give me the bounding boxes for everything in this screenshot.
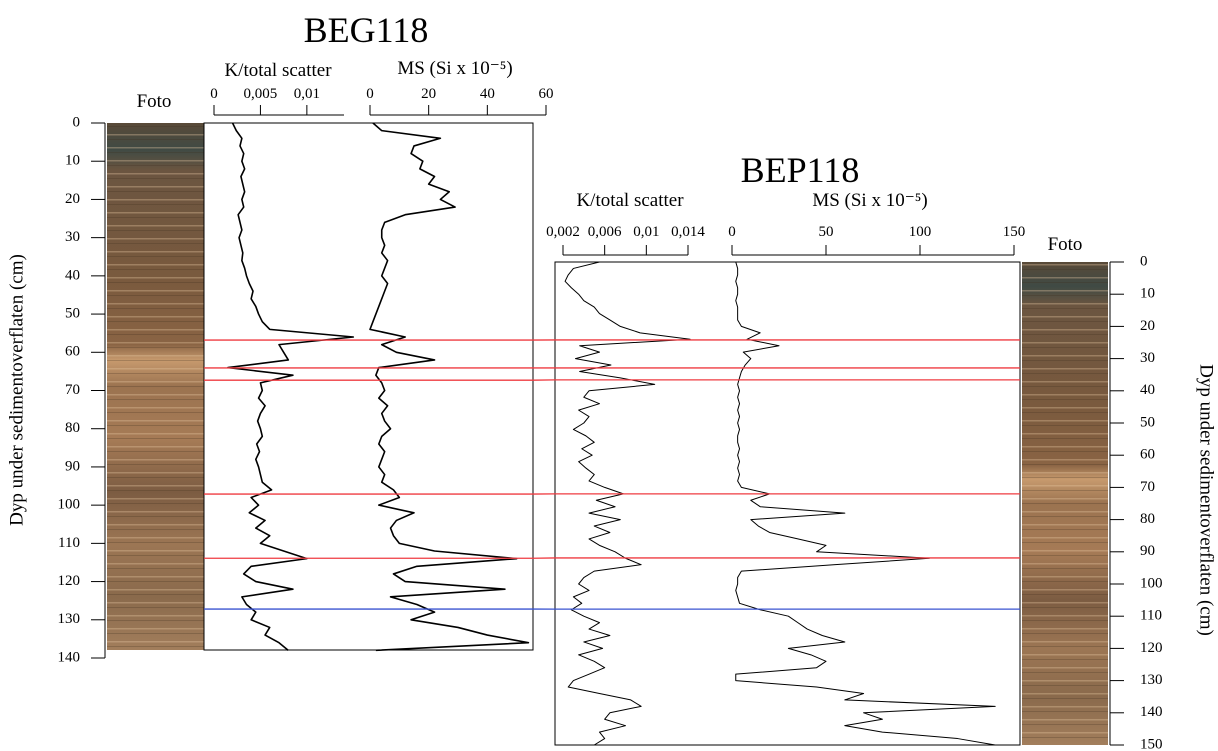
track-tick-label: 0,01 bbox=[633, 224, 659, 240]
depth-tick-label: 30 bbox=[1140, 350, 1155, 366]
track-title: MS (Si x 10⁻⁵) bbox=[397, 58, 512, 79]
track-tick-label: 0,01 bbox=[294, 86, 320, 102]
depth-tick-label: 120 bbox=[1140, 640, 1163, 656]
depth-tick-label: 140 bbox=[58, 649, 81, 665]
track-tick-label: 0,014 bbox=[671, 224, 705, 240]
log-trace bbox=[227, 122, 355, 651]
track-title: K/total scatter bbox=[224, 60, 332, 81]
track-tick-label: 50 bbox=[819, 224, 834, 240]
panel-title: BEP118 bbox=[741, 150, 860, 190]
depth-tick-label: 70 bbox=[1140, 479, 1155, 495]
depth-tick-label: 0 bbox=[73, 114, 81, 130]
depth-tick-label: 110 bbox=[1140, 608, 1162, 624]
photo-bep118 bbox=[1022, 262, 1108, 745]
depth-tick-label: 10 bbox=[65, 153, 80, 169]
depth-tick-label: 40 bbox=[65, 267, 80, 283]
track-tick-label: 150 bbox=[1003, 224, 1026, 240]
depth-tick-label: 0 bbox=[1140, 253, 1148, 269]
depth-tick-label: 70 bbox=[65, 382, 80, 398]
depth-tick-label: 90 bbox=[65, 458, 80, 474]
depth-tick-label: 130 bbox=[1140, 672, 1163, 688]
panel-title: BEG118 bbox=[304, 10, 429, 50]
depth-tick-label: 140 bbox=[1140, 704, 1163, 720]
depth-tick-label: 100 bbox=[1140, 575, 1163, 591]
depth-tick-label: 50 bbox=[65, 306, 80, 322]
depth-tick-label: 20 bbox=[1140, 318, 1155, 334]
y-axis-label: Dyp under sedimentoverflaten (cm) bbox=[1196, 364, 1217, 636]
track-tick-label: 0,005 bbox=[244, 86, 278, 102]
log-trace bbox=[369, 122, 530, 652]
track-tick-label: 0 bbox=[210, 86, 218, 102]
photo-label: Foto bbox=[1048, 234, 1083, 255]
depth-tick-label: 120 bbox=[58, 573, 81, 589]
track-title: MS (Si x 10⁻⁵) bbox=[812, 190, 927, 211]
depth-tick-label: 80 bbox=[65, 420, 80, 436]
depth-tick-label: 90 bbox=[1140, 543, 1155, 559]
depth-tick-label: 50 bbox=[1140, 414, 1155, 430]
depth-tick-label: 30 bbox=[65, 229, 80, 245]
log-trace bbox=[564, 261, 691, 746]
track-tick-label: 40 bbox=[480, 86, 495, 102]
photo-label: Foto bbox=[137, 91, 172, 112]
track-tick-label: 60 bbox=[539, 86, 554, 102]
depth-tick-label: 10 bbox=[1140, 286, 1155, 302]
track-tick-label: 0 bbox=[366, 86, 374, 102]
depth-tick-label: 80 bbox=[1140, 511, 1155, 527]
plot-frame bbox=[554, 261, 1021, 746]
depth-tick-label: 130 bbox=[58, 611, 81, 627]
depth-tick-label: 20 bbox=[65, 191, 80, 207]
track-tick-label: 0,002 bbox=[546, 224, 580, 240]
plot-frame bbox=[203, 122, 534, 651]
track-tick-label: 20 bbox=[421, 86, 436, 102]
depth-tick-label: 40 bbox=[1140, 382, 1155, 398]
log-trace bbox=[735, 261, 996, 746]
depth-tick-label: 60 bbox=[1140, 447, 1155, 463]
track-title: K/total scatter bbox=[576, 190, 684, 211]
photo-beg118 bbox=[107, 123, 204, 650]
track-tick-label: 0 bbox=[728, 224, 736, 240]
depth-tick-label: 60 bbox=[65, 344, 80, 360]
depth-tick-label: 100 bbox=[58, 497, 81, 513]
depth-tick-label: 150 bbox=[1140, 736, 1163, 751]
track-tick-label: 100 bbox=[909, 224, 932, 240]
y-axis-label: Dyp under sedimentoverflaten (cm) bbox=[6, 254, 27, 526]
depth-tick-label: 110 bbox=[58, 535, 80, 551]
track-tick-label: 0,006 bbox=[588, 224, 622, 240]
